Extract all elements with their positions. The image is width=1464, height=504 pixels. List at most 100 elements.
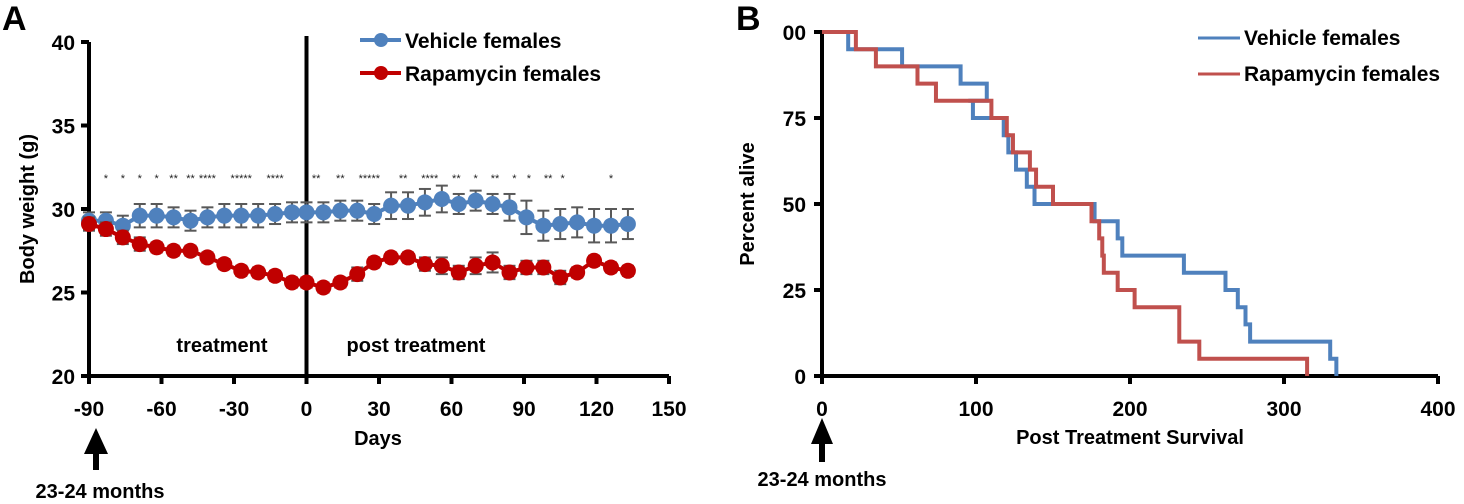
- data-point: [416, 256, 433, 273]
- panel-b-xlabel: Post Treatment Survival: [1016, 427, 1244, 449]
- significance-mark: **: [169, 173, 178, 185]
- data-point: [619, 216, 636, 233]
- y-tick-label-b: 50: [783, 194, 806, 217]
- data-point: [332, 202, 349, 219]
- data-point: [383, 249, 400, 266]
- data-point: [467, 257, 484, 274]
- data-point: [603, 259, 619, 276]
- data-point: [501, 199, 518, 216]
- legend-vehicle-b: Vehicle females: [1244, 27, 1400, 50]
- data-point: [619, 262, 636, 279]
- data-point: [535, 259, 552, 276]
- significance-mark: *: [527, 173, 532, 185]
- x-tick-label-a: 60: [440, 398, 463, 421]
- data-point: [131, 236, 148, 253]
- data-point: [165, 242, 182, 259]
- significance-mark: *: [155, 173, 160, 185]
- significance-mark: ****: [267, 173, 285, 185]
- x-tick-label-a: 30: [367, 398, 390, 421]
- data-point: [366, 206, 383, 223]
- data-point: [284, 204, 300, 221]
- x-tick-label-a: 150: [651, 398, 686, 421]
- significance-mark: *****: [231, 173, 253, 185]
- survival-curve-rapamycin: [822, 30, 1310, 376]
- post-treatment-label: post treatment: [347, 335, 486, 357]
- data-point: [586, 252, 603, 269]
- data-point: [484, 195, 501, 212]
- data-point: [332, 274, 349, 291]
- data-point: [148, 239, 165, 256]
- data-point: [383, 197, 400, 214]
- data-point: [552, 269, 569, 286]
- data-point: [569, 214, 586, 231]
- data-point: [315, 279, 332, 296]
- data-point: [400, 249, 416, 266]
- significance-mark: *: [474, 173, 479, 185]
- data-point: [216, 256, 233, 273]
- x-tick-label-a: -30: [219, 398, 249, 421]
- significance-mark: **: [452, 173, 461, 185]
- data-point: [267, 267, 284, 284]
- data-point: [233, 207, 250, 224]
- panel-b-arrow-icon: [811, 418, 833, 462]
- legend-rapamycin-b: Rapamycin females: [1244, 63, 1440, 86]
- data-point: [182, 242, 199, 259]
- data-point: [199, 249, 216, 266]
- legend-rapamycin-a: Rapamycin females: [405, 63, 601, 86]
- significance-mark: *: [104, 173, 109, 185]
- data-point: [81, 216, 97, 233]
- y-tick-label-a: 35: [52, 116, 76, 139]
- data-point: [267, 206, 284, 223]
- significance-mark: **: [491, 173, 500, 185]
- panel-a-label: A: [2, 0, 27, 38]
- y-tick-label-a: 25: [52, 283, 76, 306]
- data-point: [349, 202, 366, 219]
- x-tick-label-b: 300: [1266, 398, 1301, 421]
- survival-curve-vehicle: [822, 30, 1339, 376]
- data-point: [298, 274, 315, 291]
- significance-mark: *: [512, 173, 517, 185]
- x-tick-label-a: 0: [301, 398, 313, 421]
- x-tick-label-b: 0: [816, 398, 828, 421]
- x-tick-label-b: 400: [1420, 398, 1455, 421]
- data-point: [349, 266, 366, 283]
- data-point: [400, 197, 416, 214]
- panel-a-ylabel: Body weight (g): [17, 134, 39, 284]
- data-point: [484, 254, 501, 271]
- panel-a-legend: Vehicle females Rapamycin females: [360, 30, 601, 86]
- x-tick-label-a: -60: [146, 398, 176, 421]
- x-tick-label-a: -90: [74, 398, 104, 421]
- significance-mark: *: [609, 173, 614, 185]
- data-point: [433, 190, 450, 207]
- data-point: [366, 254, 383, 271]
- data-point: [569, 264, 586, 281]
- y-tick-label-b: 75: [783, 108, 807, 131]
- x-tick-label-b: 100: [958, 398, 993, 421]
- y-tick-label-b: 25: [783, 280, 807, 303]
- data-point: [131, 207, 148, 224]
- panel-a-xlabel: Days: [354, 428, 402, 450]
- data-point: [233, 262, 250, 279]
- data-point: [148, 207, 165, 224]
- data-point: [586, 217, 603, 234]
- panel-b-label: B: [736, 0, 761, 38]
- significance-mark: **: [544, 173, 553, 185]
- data-point: [216, 207, 233, 224]
- y-tick-label-b: 00: [783, 22, 806, 45]
- legend-vehicle-a: Vehicle females: [405, 30, 561, 53]
- data-point: [518, 209, 535, 226]
- significance-mark: **: [336, 173, 345, 185]
- significance-mark: *: [121, 173, 126, 185]
- y-tick-label-b: 0: [794, 366, 806, 389]
- panel-a-age-label: 23-24 months: [36, 481, 165, 503]
- data-point: [165, 209, 182, 226]
- data-point: [552, 216, 569, 233]
- significance-mark: *: [561, 173, 566, 185]
- data-point: [433, 257, 450, 274]
- x-tick-label-b: 200: [1112, 398, 1147, 421]
- x-tick-label-a: 90: [512, 398, 535, 421]
- significance-mark: ****: [421, 173, 439, 185]
- data-point: [450, 195, 467, 212]
